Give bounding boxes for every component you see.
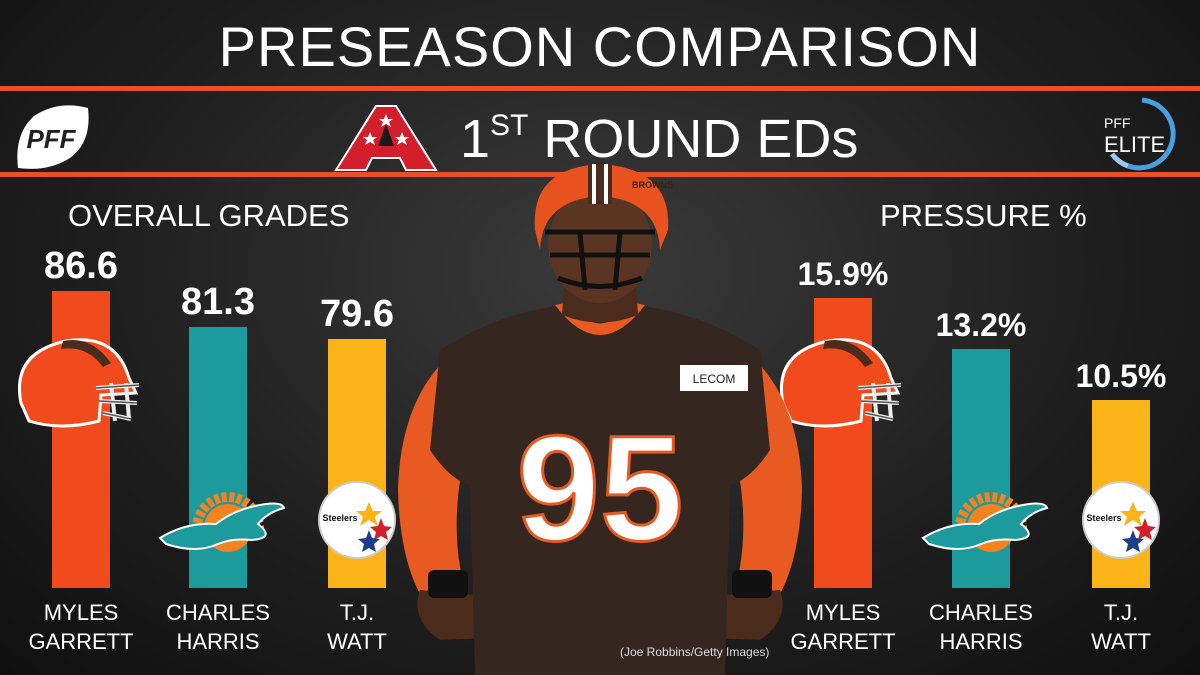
- jersey-number: 95: [517, 404, 684, 572]
- category-label-3: T.J. WATT: [1041, 598, 1200, 656]
- page-subtitle: 1ST ROUND EDs: [460, 108, 858, 170]
- player-last-name: HARRIS: [176, 629, 260, 654]
- player-first-name: T.J.: [1103, 600, 1139, 625]
- bar-value-label-2: 13.2%: [935, 307, 1027, 343]
- bar-value-label-3: 10.5%: [1075, 358, 1167, 394]
- pff-logo-text: PFF: [26, 124, 76, 154]
- player-photo: 95 LECOM BROWNS: [398, 164, 802, 675]
- pressure-chart-title: PRESSURE %: [880, 198, 1087, 233]
- dolphins-logo-icon: [919, 478, 1049, 558]
- player-first-name: CHARLES: [929, 600, 1033, 625]
- bar-3: [328, 339, 386, 588]
- subtitle-ordinal-suffix: ST: [490, 109, 529, 142]
- steelers-logo-icon: Steelers: [1081, 480, 1161, 560]
- header-rule-top: [0, 86, 1200, 91]
- subtitle-rest: ROUND EDs: [528, 109, 859, 169]
- player-last-name: GARRETT: [28, 629, 134, 654]
- photo-credit: (Joe Robbins/Getty Images): [620, 645, 770, 659]
- bar-2: [952, 349, 1010, 588]
- svg-text:Steelers: Steelers: [1086, 513, 1121, 523]
- jersey-patch: LECOM: [693, 372, 736, 386]
- subtitle-ordinal: 1: [460, 109, 491, 169]
- player-last-name: WATT: [1091, 629, 1151, 654]
- bar-1: [814, 298, 872, 588]
- elite-logo-line2: ELITE: [1104, 132, 1165, 157]
- elite-logo-line1: PFF: [1104, 115, 1130, 131]
- dolphins-logo-icon: [156, 478, 286, 558]
- pff-elite-logo: PFF ELITE: [1104, 97, 1176, 171]
- bar-value-label-2: 81.3: [181, 281, 255, 324]
- bar-value-label-1: 86.6: [44, 245, 118, 287]
- category-label-1: MYLES GARRETT: [1, 598, 161, 656]
- bar-1: [52, 291, 110, 588]
- player-first-name: MYLES: [43, 600, 119, 625]
- pff-logo: PFF: [17, 105, 89, 169]
- grades-chart-title: OVERALL GRADES: [68, 198, 350, 233]
- player-first-name: CHARLES: [166, 600, 270, 625]
- category-label-2: CHARLES HARRIS: [138, 598, 298, 656]
- bar-2: [189, 327, 247, 588]
- bar-3: [1092, 400, 1150, 588]
- afc-logo-icon: [334, 105, 438, 171]
- category-label-2: CHARLES HARRIS: [901, 598, 1061, 656]
- page-title: PRESEASON COMPARISON: [218, 15, 982, 78]
- helmet-text: BROWNS: [632, 180, 673, 190]
- browns-helmet-icon: [11, 333, 141, 433]
- player-last-name: HARRIS: [939, 629, 1023, 654]
- svg-text:Steelers: Steelers: [322, 513, 357, 523]
